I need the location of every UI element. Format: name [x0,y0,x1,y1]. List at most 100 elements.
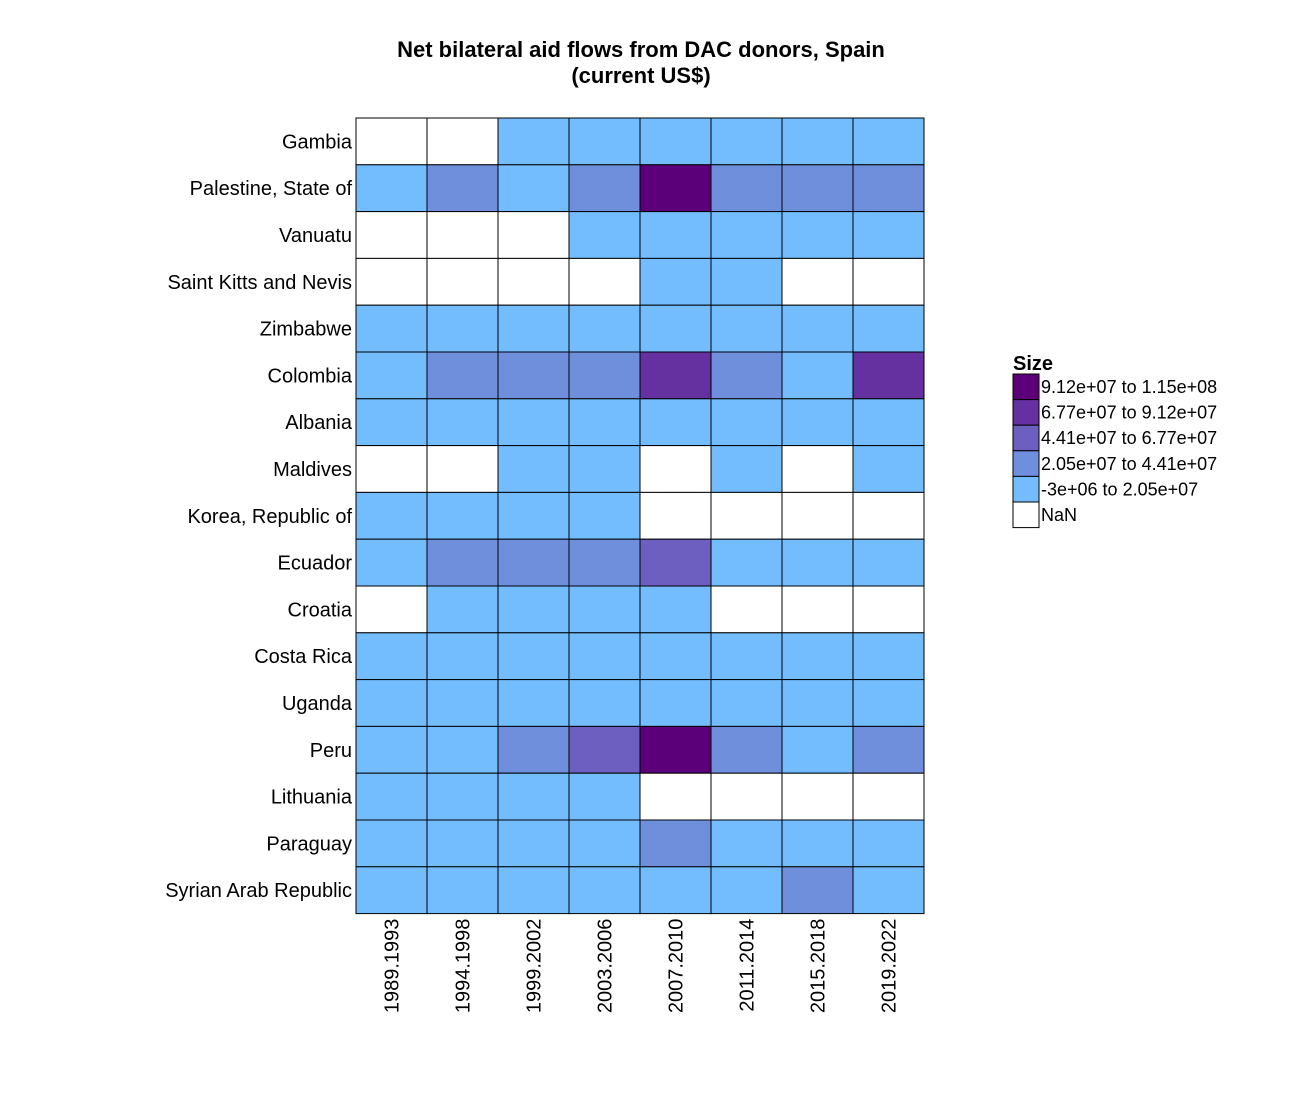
heatmap-cell [497,398,570,447]
heatmap-cell [781,772,854,821]
heatmap-cell [781,117,854,166]
heatmap-cells [355,117,925,915]
heatmap-cell [355,211,428,259]
heatmap-cell [497,257,570,306]
heatmap-cell [497,445,570,493]
heatmap-cell [781,304,854,353]
heatmap-cell [781,164,854,213]
heatmap-cell [781,538,854,587]
heatmap-cell [355,679,428,727]
heatmap-cell [710,491,783,540]
heatmap-cell [568,351,641,400]
heatmap-cell [639,538,712,587]
heatmap-cell [710,164,783,213]
row-label: Paraguay [266,833,352,855]
heatmap-cell [781,679,854,727]
heatmap-cell [568,725,641,774]
heatmap-cell [355,585,428,634]
heatmap-cell [781,585,854,634]
column-label: 1999.2002 [524,919,546,1014]
column-label: 2003.2006 [595,919,617,1014]
heatmap-cell [852,304,925,353]
heatmap-cell [355,304,428,353]
heatmap-cell [781,491,854,540]
row-label: Korea, Republic of [187,506,352,528]
heatmap-cell [710,772,783,821]
heatmap-cell [497,117,570,166]
heatmap-cell [568,585,641,634]
heatmap-cell [710,538,783,587]
legend: Size 9.12e+07 to 1.15e+08 6.77e+07 to 9.1… [1012,353,1217,529]
heatmap-cell [639,491,712,540]
heatmap-cell [710,211,783,259]
heatmap-cell [781,445,854,493]
column-label: 2011.2014 [737,919,759,1012]
row-label: Maldives [273,459,352,481]
heatmap-cell [710,398,783,447]
heatmap-cell [639,866,712,915]
legend-swatch [1012,424,1040,452]
heatmap-cell [355,491,428,540]
heatmap-cell [852,117,925,166]
heatmap-cell [852,351,925,400]
heatmap-cell [852,257,925,306]
row-label: Syrian Arab Republic [165,880,352,902]
legend-label: 2.05e+07 to 4.41e+07 [1041,454,1217,474]
legend-swatch [1012,399,1040,426]
row-labels: Gambia Palestine, State of Vanuatu Saint Ki… [165,131,353,902]
legend-label: NaN [1041,505,1077,525]
heatmap-cell [710,725,783,774]
legend-swatch [1012,475,1040,503]
heatmap-cell [355,538,428,587]
heatmap-cell [852,866,925,915]
legend-swatch [1012,450,1040,477]
legend-label: 4.41e+07 to 6.77e+07 [1041,428,1217,448]
heatmap-cell [639,725,712,774]
row-label: Ecuador [278,553,353,575]
heatmap-cell [710,866,783,915]
heatmap-cell [497,351,570,400]
heatmap-cell [497,491,570,540]
heatmap-cell [568,164,641,213]
heatmap-cell [852,725,925,774]
heatmap-cell [497,632,570,681]
heatmap-cell [639,164,712,213]
heatmap-cell [639,211,712,259]
heatmap-cell [710,445,783,493]
heatmap-cell [568,445,641,493]
heatmap-cell [781,819,854,868]
row-label: Gambia [282,131,353,153]
heatmap-cell [568,257,641,306]
heatmap-cell [426,772,499,821]
heatmap-cell [639,257,712,306]
heatmap-cell [710,117,783,166]
heatmap-cell [568,632,641,681]
heatmap-cell [781,351,854,400]
row-label: Vanuatu [279,225,352,247]
heatmap-cell [781,632,854,681]
heatmap-cell [426,866,499,915]
heatmap-cell [852,538,925,587]
row-label: Palestine, State of [190,178,353,200]
heatmap-cell [710,585,783,634]
heatmap-cell [497,585,570,634]
row-label: Colombia [268,365,353,387]
heatmap-cell [426,257,499,306]
heatmap-cell [568,772,641,821]
heatmap-cell [639,819,712,868]
heatmap-cell [781,257,854,306]
heatmap-cell [852,585,925,634]
heatmap-cell [355,257,428,306]
heatmap-cell [639,679,712,727]
heatmap-cell [497,304,570,353]
heatmap-cell [781,398,854,447]
heatmap-cell [781,211,854,259]
heatmap-cell [497,819,570,868]
row-label: Uganda [282,693,353,715]
heatmap-cell [355,866,428,915]
heatmap-cell [426,725,499,774]
heatmap-cell [710,351,783,400]
legend-swatch [1012,373,1040,401]
heatmap-cell [426,585,499,634]
heatmap-cell [568,819,641,868]
